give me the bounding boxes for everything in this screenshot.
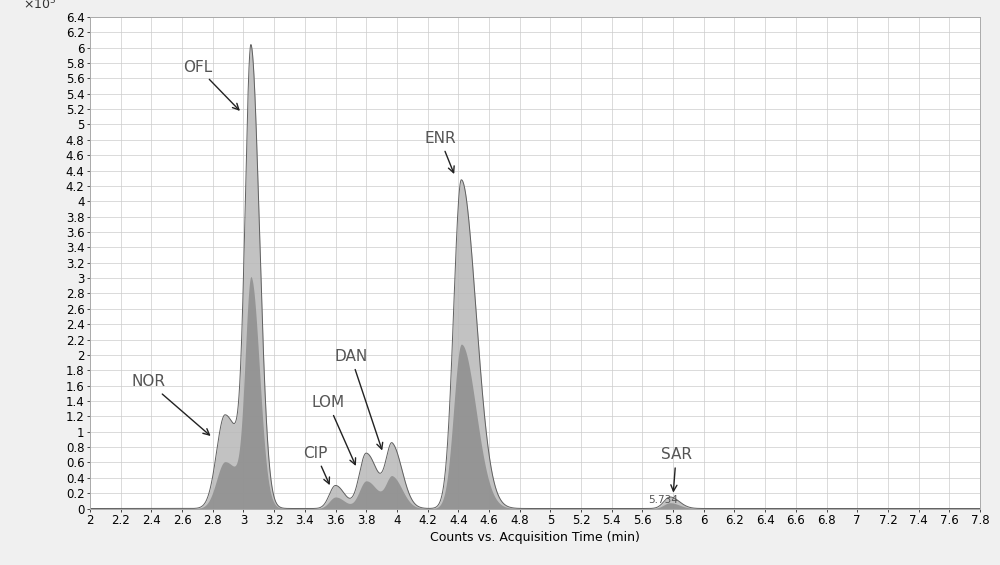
Text: ENR: ENR: [424, 131, 456, 173]
X-axis label: Counts vs. Acquisition Time (min): Counts vs. Acquisition Time (min): [430, 531, 640, 544]
Text: $\times10^3$: $\times10^3$: [23, 0, 57, 12]
Text: 5.734: 5.734: [648, 496, 678, 506]
Text: CIP: CIP: [303, 446, 329, 484]
Text: DAN: DAN: [334, 349, 383, 449]
Text: OFL: OFL: [183, 59, 239, 110]
Text: SAR: SAR: [661, 447, 692, 491]
Text: LOM: LOM: [311, 395, 356, 464]
Text: NOR: NOR: [131, 375, 209, 435]
